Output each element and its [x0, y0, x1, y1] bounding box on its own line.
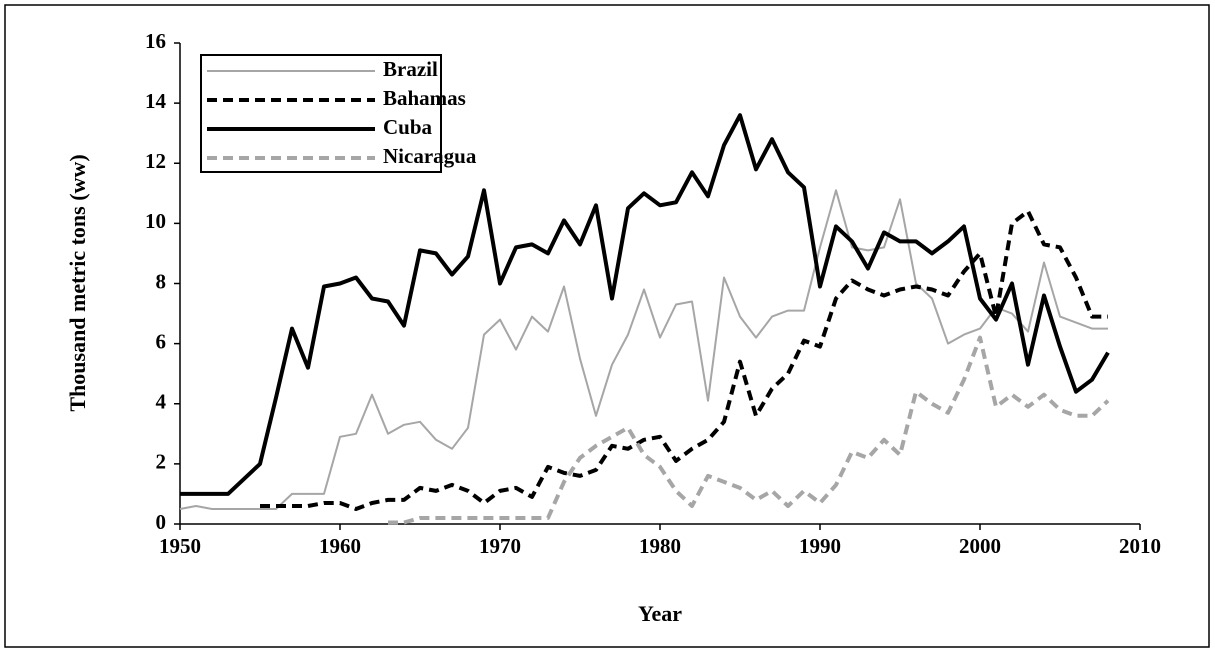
legend-label: Cuba — [383, 115, 433, 139]
y-tick-label: 12 — [145, 149, 166, 173]
series-line — [179, 189, 1108, 510]
y-axis-label: Thousand metric tons (ww) — [65, 154, 90, 411]
series-line — [388, 335, 1110, 525]
x-axis-label: Year — [638, 601, 682, 626]
legend-label: Bahamas — [383, 86, 466, 110]
x-tick-label: 1970 — [479, 534, 521, 558]
x-tick-label: 1950 — [159, 534, 201, 558]
x-tick-label: 2010 — [1119, 534, 1161, 558]
legend-box — [200, 54, 442, 173]
x-tick-label: 1960 — [319, 534, 361, 558]
y-tick-label: 10 — [145, 209, 166, 233]
y-tick-label: 16 — [145, 29, 166, 53]
y-tick-label: 14 — [145, 89, 167, 113]
y-tick-label: 8 — [156, 269, 167, 293]
x-tick-label: 2000 — [959, 534, 1001, 558]
legend-label: Brazil — [383, 57, 438, 81]
legend-label: Nicaragua — [383, 144, 477, 168]
y-tick-label: 0 — [156, 510, 167, 534]
x-tick-label: 1980 — [639, 534, 681, 558]
y-tick-label: 4 — [156, 390, 167, 414]
x-tick-label: 1990 — [799, 534, 841, 558]
series-line — [260, 209, 1108, 511]
y-tick-label: 2 — [156, 450, 167, 474]
series-line — [180, 113, 1110, 496]
y-tick-label: 6 — [156, 329, 167, 353]
